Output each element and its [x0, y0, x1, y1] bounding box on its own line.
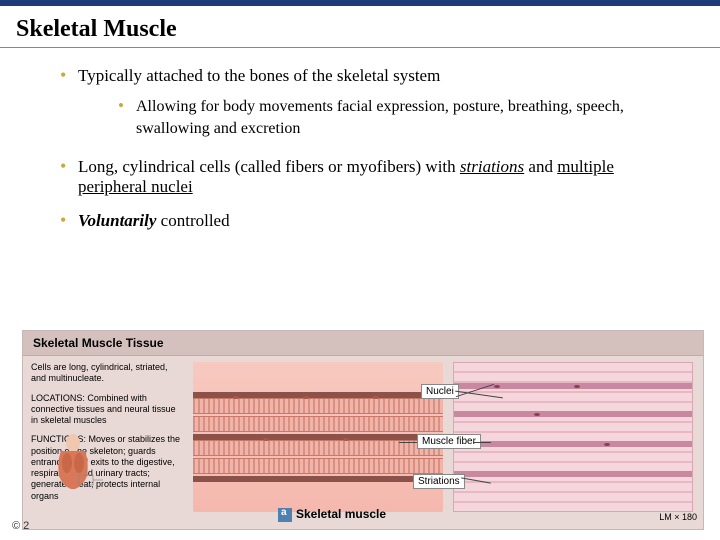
- figure-cells-desc: Cells are long, cylindrical, striated, a…: [31, 362, 181, 385]
- figure-body: Cells are long, cylindrical, striated, a…: [23, 356, 703, 526]
- label-striations: Striations: [413, 474, 465, 489]
- bullet-1-text: Typically attached to the bones of the s…: [78, 66, 440, 85]
- figure-title: Skeletal Muscle Tissue: [23, 331, 703, 356]
- muscle-body-illustration: [43, 431, 103, 491]
- slide-title: Skeletal Muscle: [0, 6, 720, 48]
- figure-locations: LOCATIONS: Combined with connective tiss…: [31, 393, 181, 427]
- fiber-diagram: [193, 362, 443, 512]
- figure-caption: Skeletal muscle: [278, 507, 386, 522]
- bullet-1-sub: Allowing for body movements facial expre…: [118, 96, 680, 139]
- magnification-text: LM × 180: [659, 512, 697, 522]
- label-fiber-line-l: [399, 442, 417, 443]
- caption-text: Skeletal muscle: [296, 507, 386, 521]
- bullet-2-prefix: Long, cylindrical cells (called fibers o…: [78, 157, 460, 176]
- slide-content: Typically attached to the bones of the s…: [0, 48, 720, 255]
- bullet-2: Long, cylindrical cells (called fibers o…: [60, 157, 680, 197]
- bullet-1: Typically attached to the bones of the s…: [60, 66, 680, 139]
- label-fiber-line-r: [473, 442, 491, 443]
- bullet-2-mid: and: [524, 157, 557, 176]
- label-muscle-fiber: Muscle fiber: [417, 434, 481, 449]
- copyright-text: © 2: [12, 520, 29, 532]
- fiber-illustration: [193, 362, 443, 512]
- bullet-3-rest: controlled: [156, 211, 229, 230]
- bullet-3-italic: Voluntarily: [78, 211, 156, 230]
- label-muscle-fiber-text: Muscle fiber: [422, 436, 476, 447]
- figure-box: Skeletal Muscle Tissue Cells are long, c…: [22, 330, 704, 530]
- caption-letter-icon: [278, 508, 292, 522]
- bullet-2-ul1: striations: [460, 157, 524, 176]
- bullet-3: Voluntarily controlled: [60, 211, 680, 231]
- label-nuclei: Nuclei: [421, 384, 459, 399]
